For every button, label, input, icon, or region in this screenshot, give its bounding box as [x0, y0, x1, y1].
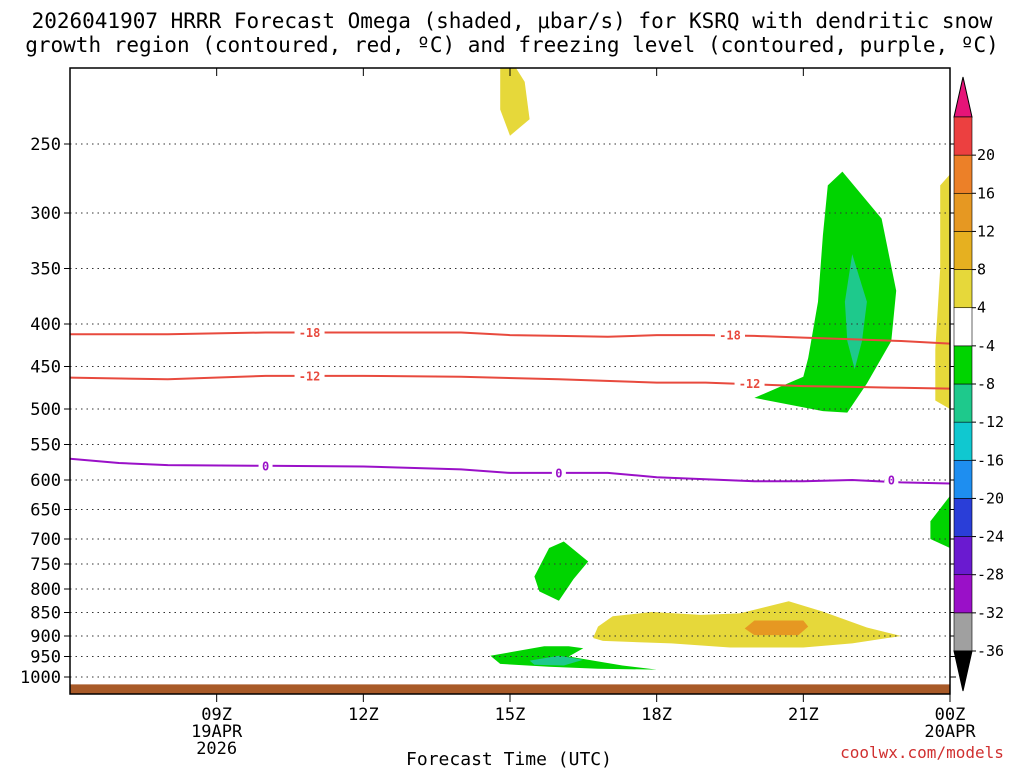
colorbar-label-6: -12: [977, 413, 1004, 431]
omega-region-22z-green: [754, 171, 897, 413]
colorbar-swatch-10: [953, 269, 973, 309]
y-tick-label-650: 650: [30, 501, 61, 521]
omega-region-0z-yellow: [935, 174, 950, 409]
y-tick-label-250: 250: [30, 135, 61, 155]
omega-region-16z-low-teal: [529, 655, 584, 666]
x-tick-label-00Z-0: 00Z: [935, 705, 966, 725]
chart-title-line-2: growth region (contoured, red, ºC) and f…: [25, 33, 999, 57]
colorbar-swatch-12: [953, 192, 973, 232]
omega-region-20z-orange: [744, 620, 809, 636]
colorbar-swatch-6: [953, 421, 973, 461]
y-tick-label-400: 400: [30, 315, 61, 335]
omega-region-upper-15z: [500, 68, 530, 136]
omega-shaded-regions: [490, 68, 950, 670]
y-tick-label-500: 500: [30, 400, 61, 420]
colorbar-bottom-arrow: [953, 650, 973, 692]
colorbar-swatch-8: [953, 345, 973, 385]
colorbar-swatch-14: [953, 116, 973, 156]
chart-title-line-1: 2026041907 HRRR Forecast Omega (shaded, …: [32, 9, 993, 33]
credit-link[interactable]: coolwx.com/models: [840, 743, 1004, 762]
colorbar-label-5: -16: [977, 451, 1004, 469]
contour-minus-12-label-bg-1: [734, 376, 765, 391]
colorbar-label-3: -24: [977, 528, 1004, 546]
contour-minus-12-label-0: -12: [299, 369, 321, 383]
contour-minus-12: [70, 374, 950, 390]
colorbar-swatch-2: [953, 574, 973, 614]
colorbar-label-12: 16: [977, 184, 995, 202]
contour-zero-freezing-level-label-bg-0: [258, 458, 273, 473]
x-tick-label-21Z-0: 21Z: [788, 705, 819, 725]
contour-minus-12-label-1: -12: [739, 377, 761, 391]
contour-minus-18-label-bg-1: [715, 328, 745, 343]
colorbar-top-arrow: [953, 76, 973, 118]
y-tick-label-350: 350: [30, 260, 61, 280]
colorbar-label-0: -36: [977, 642, 1004, 660]
x-tick-label-15Z-0: 15Z: [495, 705, 526, 725]
y-tick-label-450: 450: [30, 358, 61, 378]
contour-minus-18-label-1: -18: [719, 329, 741, 343]
y-tick-label-850: 850: [30, 604, 61, 624]
temperature-contours: -18 -18 -12 -12 0 0 0: [70, 325, 950, 488]
contour-zero-freezing-level-label-2: 0: [888, 474, 895, 488]
colorbar-swatch-4: [953, 498, 973, 537]
colorbar-label-10: 8: [977, 261, 986, 279]
contour-zero-freezing-level-label-bg-2: [884, 473, 899, 487]
x-tick-label-09Z-0: 09Z: [201, 705, 232, 725]
omega-region-low-yellow: [593, 601, 902, 648]
y-tick-label-300: 300: [30, 204, 61, 224]
x-tick-label-00Z-1: 20APR: [924, 722, 976, 742]
contour-zero-freezing-level-label-bg-1: [551, 465, 566, 480]
y-tick-label-550: 550: [30, 436, 61, 456]
y-tick-label-1000: 1000: [20, 668, 61, 688]
y-tick-label-800: 800: [30, 580, 61, 600]
y-tick-label-700: 700: [30, 530, 61, 550]
colorbar-label-11: 12: [977, 222, 995, 240]
colorbar-label-1: -32: [977, 604, 1004, 622]
colorbar-label-7: -8: [977, 375, 995, 393]
omega-region-16z-green: [534, 541, 589, 601]
contour-minus-18-label-0: -18: [299, 326, 321, 340]
colorbar-swatch-11: [953, 231, 973, 270]
contour-minus-18-label-bg-0: [294, 325, 325, 340]
contour-zero-freezing-level: [70, 457, 950, 485]
y-tick-label-750: 750: [30, 555, 61, 575]
ground-surface-bar: [70, 684, 950, 694]
contour-minus-12-label-bg-0: [294, 368, 325, 383]
colorbar-swatch-7: [953, 383, 973, 423]
pressure-gridlines: [70, 143, 950, 678]
x-tick-label-12Z-0: 12Z: [348, 705, 379, 725]
colorbar-label-2: -28: [977, 566, 1004, 584]
x-tick-label-09Z-2: 2026: [196, 739, 237, 759]
colorbar-swatch-1: [953, 612, 973, 652]
omega-region-16z-low-green: [490, 646, 657, 670]
y-tick-label-600: 600: [30, 471, 61, 491]
omega-region-0z-green: [930, 495, 950, 548]
y-tick-label-900: 900: [30, 627, 61, 647]
x-tick-label-09Z-1: 19APR: [191, 722, 243, 742]
colorbar-swatch-9: [953, 307, 973, 347]
colorbar-swatch-5: [953, 459, 973, 499]
contour-zero-freezing-level-label-0: 0: [262, 459, 269, 473]
pressure-axis: 250 300 350 400 450 500 550 600 650 700 750 800 850 9…: [20, 135, 956, 688]
contour-zero-freezing-level-label-1: 0: [555, 466, 562, 480]
colorbar-label-4: -20: [977, 489, 1004, 507]
omega-colorbar: -36 -32 -28 -24 -20 -16 -12 -8 -4 4 8 12 16 20: [953, 76, 1004, 692]
colorbar-label-13: 20: [977, 146, 995, 164]
colorbar-label-9: 4: [977, 299, 986, 317]
x-axis-label: Forecast Time (UTC): [406, 749, 612, 768]
x-tick-label-18Z-0: 18Z: [641, 705, 672, 725]
colorbar-label-8: -4: [977, 337, 995, 355]
colorbar-swatch-3: [953, 536, 973, 576]
colorbar-swatch-13: [953, 154, 973, 194]
y-tick-label-950: 950: [30, 648, 61, 668]
